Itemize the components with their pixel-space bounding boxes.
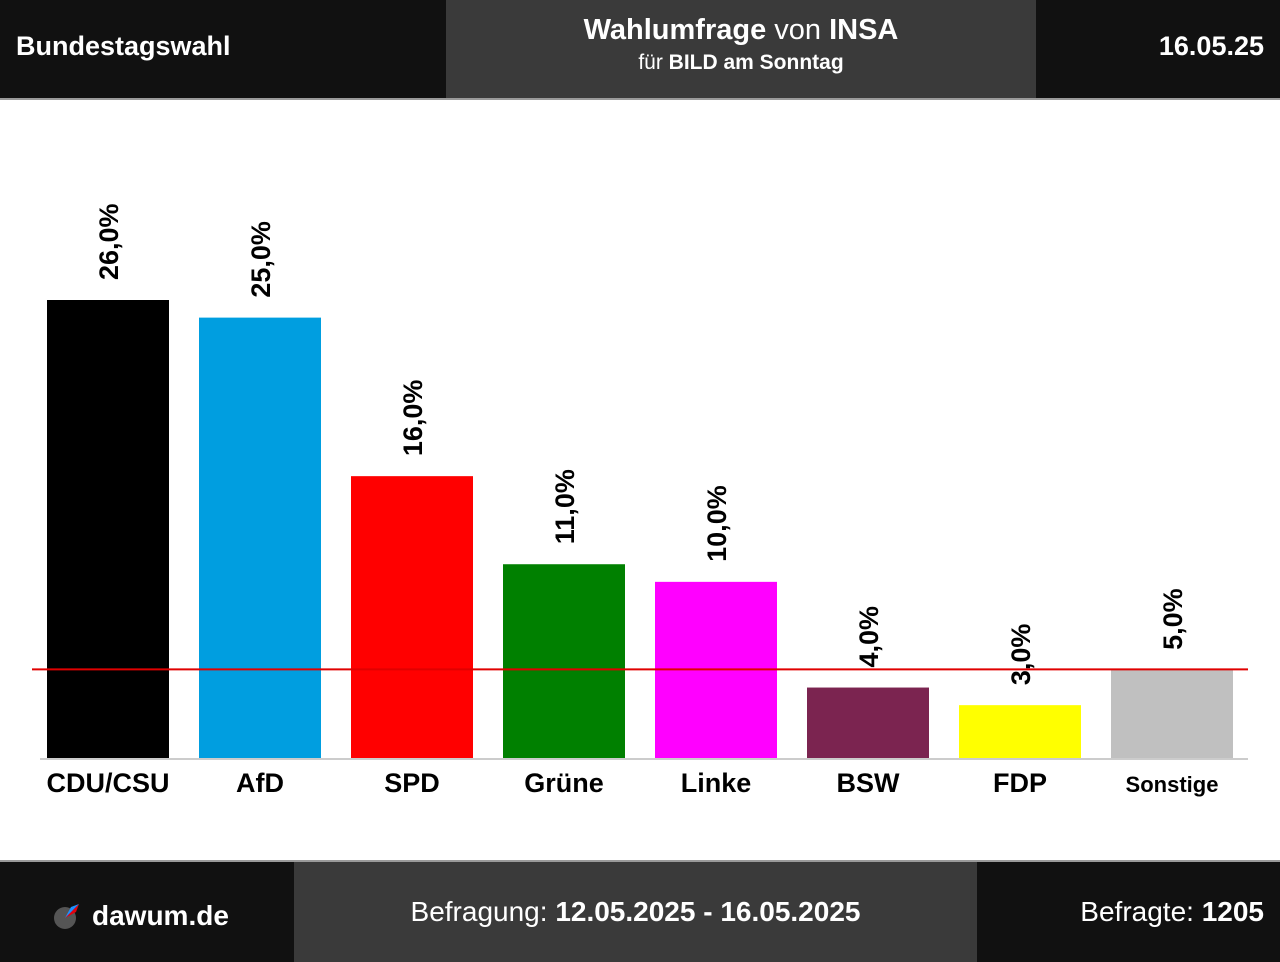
subtitle-prefix: für	[638, 51, 669, 74]
bar-spd	[351, 476, 473, 758]
data-label: 5,0%	[1158, 588, 1188, 650]
site-logo[interactable]: dawum.de	[52, 900, 229, 932]
site-name: dawum.de	[92, 900, 229, 931]
respondents-label: Befragte:	[1080, 896, 1202, 927]
bar-gr-ne	[503, 564, 625, 758]
poll-title-connector: von	[766, 14, 830, 46]
header-title-box: Wahlumfrage von INSA für BILD am Sonntag	[446, 0, 1036, 98]
poll-bar-chart: 26,0% CDU/CSU 25,0% AfD 16,0% SPD 11,0% Grüne 10…	[32, 203, 1248, 798]
category-label: Grüne	[524, 768, 604, 798]
category-label: CDU/CSU	[46, 768, 169, 798]
category-label: SPD	[384, 768, 440, 798]
publication-date: 16.05.25	[1158, 31, 1264, 61]
bar-bsw	[807, 687, 929, 758]
footer-bar: dawum.de Befragung: 12.05.2025 - 16.05.2…	[0, 860, 1280, 962]
survey-period: Befragung: 12.05.2025 - 16.05.2025	[294, 862, 977, 962]
dawum-logo-icon	[54, 904, 79, 929]
client-name: BILD am Sonntag	[668, 51, 844, 74]
respondents: Befragte: 1205	[1080, 862, 1264, 962]
data-label: 3,0%	[1006, 624, 1036, 686]
data-label: 10,0%	[702, 485, 732, 562]
poll-subtitle: für BILD am Sonntag	[446, 51, 1036, 75]
poll-title-word: Wahlumfrage	[583, 14, 767, 46]
bar-fdp	[959, 705, 1081, 758]
pollster-name: INSA	[829, 14, 899, 46]
bar-sonstige	[1111, 669, 1233, 758]
survey-period-label: Befragung:	[410, 896, 556, 927]
header-bar: Bundestagswahl Wahlumfrage von INSA für …	[0, 0, 1280, 100]
data-label: 11,0%	[550, 469, 580, 544]
data-label: 16,0%	[398, 380, 428, 457]
survey-period-value: 12.05.2025 - 16.05.2025	[555, 896, 861, 927]
data-label: 25,0%	[246, 221, 276, 298]
category-label: Linke	[681, 768, 752, 798]
poll-title: Wahlumfrage von INSA	[446, 14, 1036, 47]
category-label: BSW	[837, 768, 901, 798]
category-label: Sonstige	[1126, 772, 1219, 797]
election-label: Bundestagswahl	[16, 31, 231, 61]
category-label: AfD	[236, 768, 284, 798]
data-label: 4,0%	[854, 606, 884, 668]
data-label: 26,0%	[94, 203, 124, 280]
category-label: FDP	[993, 768, 1047, 798]
respondents-value: 1205	[1201, 896, 1264, 927]
bar-cdu-csu	[47, 300, 169, 758]
bar-afd	[199, 317, 321, 758]
